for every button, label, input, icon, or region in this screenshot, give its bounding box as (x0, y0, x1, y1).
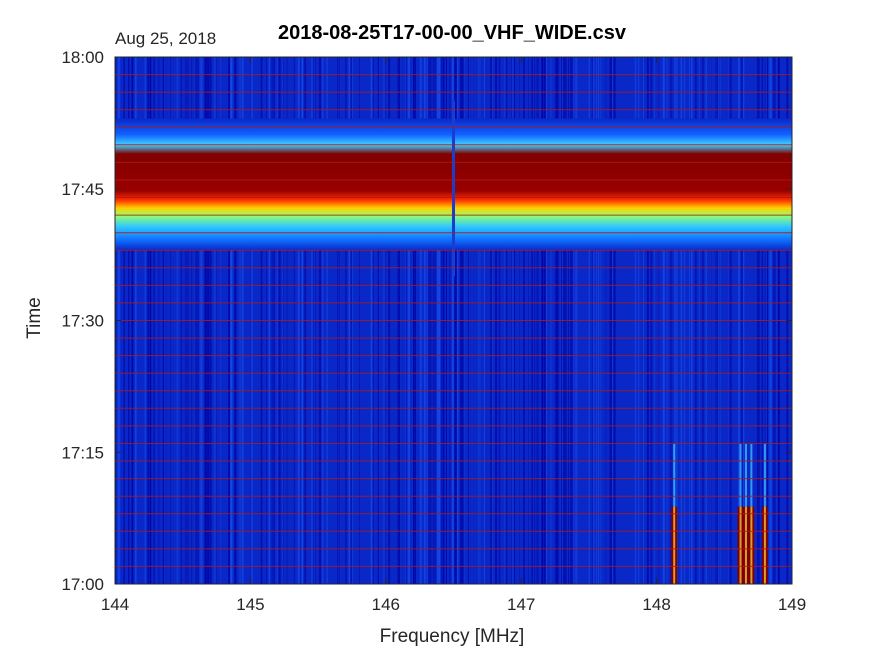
narrowband-burst-core (673, 506, 676, 584)
x-tick-label: 144 (101, 595, 129, 614)
narrowband-burst-core (744, 506, 747, 584)
sweep-lines (115, 74, 792, 567)
x-tick-label: 146 (372, 595, 400, 614)
narrowband-burst-trace (673, 443, 676, 507)
narrowband-burst-trace (763, 443, 766, 507)
y-axis-label: Time (24, 297, 45, 339)
y-tick-label: 17:30 (61, 312, 104, 331)
narrowband-burst-trace (744, 443, 747, 507)
y-tick-label: 17:45 (61, 180, 104, 199)
y-tick-label: 17:00 (61, 575, 104, 594)
y-tick-label: 18:00 (61, 48, 104, 67)
x-tick-label: 148 (642, 595, 670, 614)
narrowband-burst-core (739, 506, 742, 584)
x-tick-label: 145 (236, 595, 264, 614)
y-tick-label: 17:15 (61, 443, 104, 462)
narrowband-burst-core (750, 506, 753, 584)
carrier-line (452, 100, 455, 277)
narrowband-burst-core (763, 506, 766, 584)
narrowband-burst-trace (739, 443, 742, 507)
x-tick-label: 149 (778, 595, 806, 614)
chart-title: 2018-08-25T17-00-00_VHF_WIDE.csv (278, 22, 627, 44)
narrowband-burst-trace (750, 443, 753, 507)
x-tick-label: 147 (507, 595, 535, 614)
axes: 144 145 146 147 148 149 17:00 17:15 17:30 17:45 18… (61, 48, 806, 614)
x-axis-label: Frequency [MHz] (380, 626, 525, 647)
features (115, 100, 792, 584)
date-label: Aug 25, 2018 (115, 29, 216, 48)
